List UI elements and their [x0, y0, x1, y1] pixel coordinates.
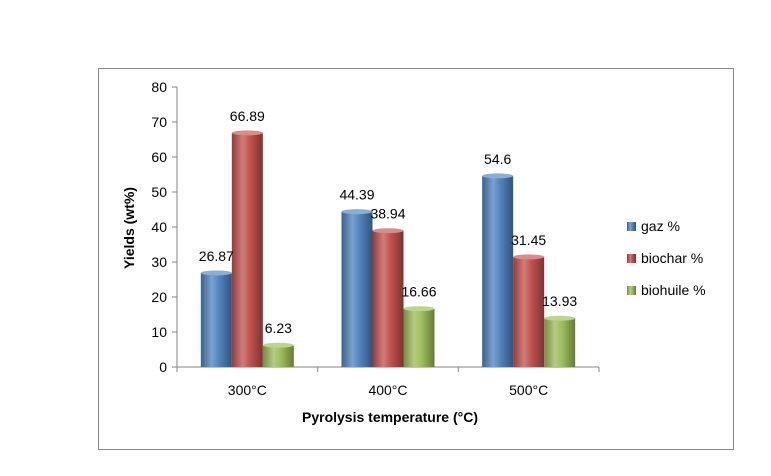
- y-tick-label: 70: [151, 114, 167, 130]
- legend: gaz % biochar % biohuile %: [627, 218, 706, 298]
- y-tick-label: 80: [151, 79, 167, 95]
- bar-biohuile-1: [403, 308, 435, 367]
- y-tick-label: 20: [151, 289, 167, 305]
- data-label: 54.6: [484, 151, 511, 167]
- bar-gaz-2: [482, 175, 514, 367]
- bar-biochar-0: [231, 132, 263, 367]
- bar-top-cap: [231, 130, 263, 136]
- legend-swatch: [627, 222, 636, 231]
- data-label: 13.93: [542, 293, 577, 309]
- legend-swatch: [627, 286, 636, 295]
- y-axis: 0 10 20 30 40 50 60 70 80: [151, 79, 178, 375]
- bar-top-cap: [513, 254, 545, 260]
- bar-top-cap: [200, 270, 232, 276]
- bar-biochar-1: [372, 230, 404, 367]
- bar-top-cap: [372, 228, 404, 234]
- x-axis-title: Pyrolysis temperature (°C): [302, 409, 478, 425]
- legend-label: biochar %: [641, 250, 703, 266]
- bar-gaz-0: [200, 272, 232, 367]
- legend-label: gaz %: [641, 218, 680, 234]
- chart-area-border: [98, 68, 734, 450]
- bar-top-cap: [262, 342, 294, 348]
- y-tick-label: 0: [159, 359, 167, 375]
- data-label: 26.87: [199, 248, 234, 264]
- y-tick-label: 60: [151, 149, 167, 165]
- y-tick-label: 50: [151, 184, 167, 200]
- bar-top-cap: [341, 209, 373, 215]
- y-tick-label: 40: [151, 219, 167, 235]
- legend-swatch: [627, 254, 636, 263]
- bar-biohuile-2: [544, 318, 576, 367]
- bar-biohuile-0: [262, 345, 294, 367]
- x-tick-label: 500°C: [509, 382, 548, 398]
- y-tick-label: 30: [151, 254, 167, 270]
- data-label: 38.94: [370, 206, 405, 222]
- bars: [200, 130, 576, 367]
- bar-gaz-1: [341, 211, 373, 367]
- legend-label: biohuile %: [641, 282, 706, 298]
- data-label: 44.39: [339, 187, 374, 203]
- data-label: 16.66: [401, 284, 436, 300]
- x-tick-label: 400°C: [368, 382, 407, 398]
- bar-biochar-2: [513, 256, 545, 367]
- data-label: 66.89: [230, 108, 265, 124]
- data-label: 6.23: [265, 320, 292, 336]
- y-axis-title: Yields (wt%): [121, 187, 137, 269]
- x-tick-label: 300°C: [228, 382, 267, 398]
- data-label: 31.45: [511, 232, 546, 248]
- bar-top-cap: [482, 173, 514, 179]
- bar-top-cap: [403, 306, 435, 312]
- data-labels: 26.87 66.89 6.23 44.39 38.94 16.66 54.6 31.45 13…: [199, 108, 578, 336]
- y-tick-label: 10: [151, 324, 167, 340]
- bar-top-cap: [544, 315, 576, 321]
